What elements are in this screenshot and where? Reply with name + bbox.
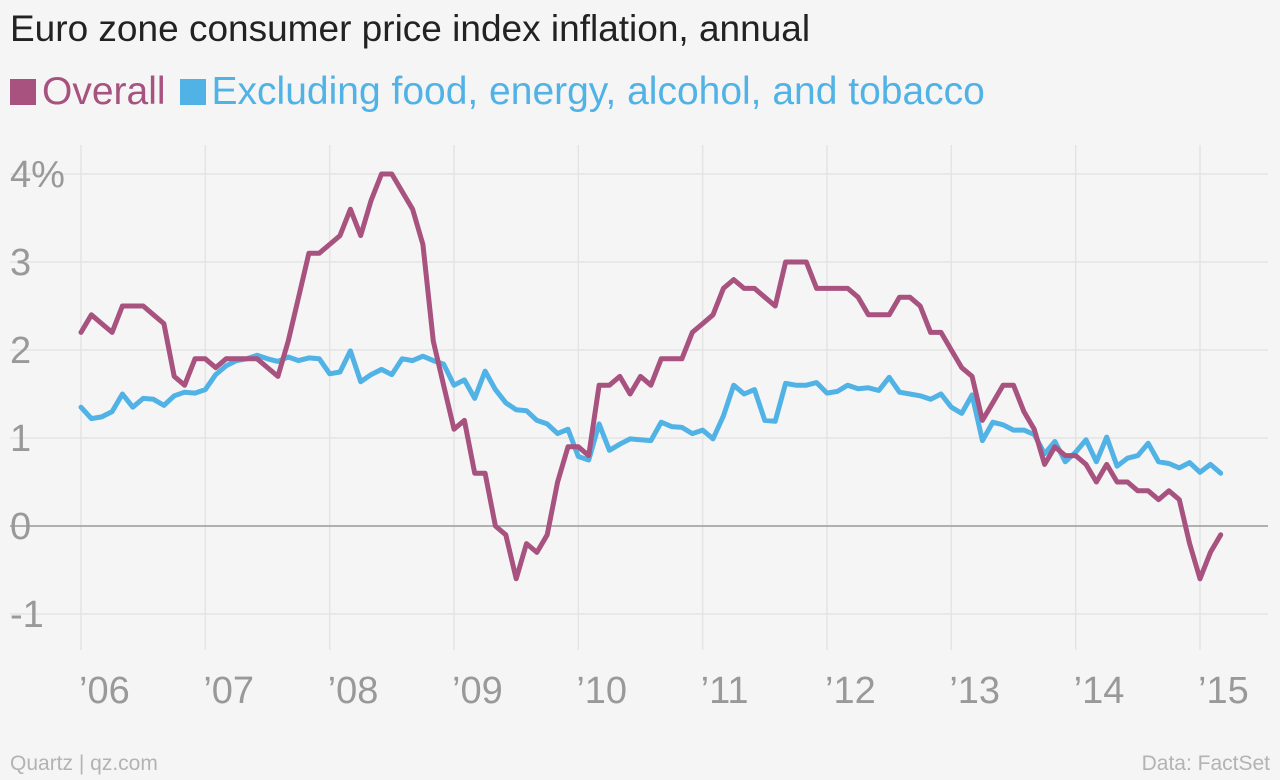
chart-title: Euro zone consumer price index inflation… <box>10 8 811 49</box>
x-tick-label: ’10 <box>576 670 627 712</box>
grid-layer <box>10 145 1268 650</box>
x-tick-label: ’08 <box>328 670 379 712</box>
x-tick-label: ’11 <box>701 670 749 712</box>
y-tick-label: 2 <box>10 330 31 372</box>
y-tick-label: 3 <box>10 242 31 284</box>
x-tick-label: ’15 <box>1198 670 1249 712</box>
y-tick-label: 1 <box>10 418 31 460</box>
x-axis-ticks: ’06 ’07 ’08 ’09 ’10 ’11 ’12 ’13 ’14 ’15 <box>79 670 1249 712</box>
series-layer <box>78 171 1224 582</box>
footer-source: Quartz | qz.com <box>10 752 158 775</box>
footer-data-credit: Data: FactSet <box>1141 752 1270 775</box>
y-tick-label: -1 <box>10 594 44 636</box>
x-tick-label: ’13 <box>949 670 1000 712</box>
y-axis-ticks: 4% 3 2 1 0 -1 <box>10 154 65 636</box>
legend-label-overall: Overall <box>42 70 166 113</box>
x-tick-label: ’09 <box>452 670 503 712</box>
y-tick-label: 4% <box>10 154 65 196</box>
series-line-core <box>78 348 1224 476</box>
chart-legend: Overall Excluding food, energy, alcohol,… <box>10 70 999 114</box>
legend-swatch-overall <box>10 79 36 105</box>
y-tick-label: 0 <box>10 506 31 548</box>
x-tick-label: ’12 <box>825 670 876 712</box>
legend-item-core: Excluding food, energy, alcohol, and tob… <box>179 70 985 114</box>
x-tick-label: ’14 <box>1074 670 1125 712</box>
x-tick-label: ’07 <box>203 670 254 712</box>
legend-label-core: Excluding food, energy, alcohol, and tob… <box>211 70 985 113</box>
legend-item-overall: Overall <box>10 70 166 114</box>
series-line-overall <box>78 171 1224 582</box>
x-tick-label: ’06 <box>79 670 130 712</box>
legend-swatch-core <box>179 79 206 105</box>
